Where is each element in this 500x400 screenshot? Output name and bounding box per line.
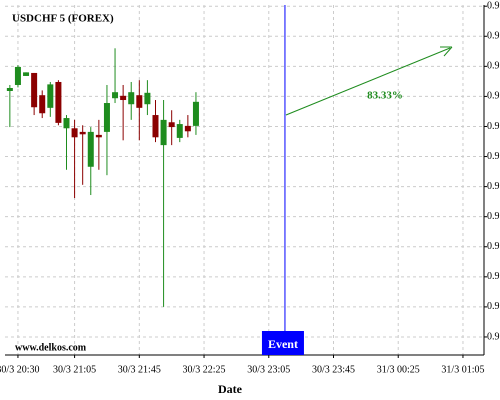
candle-body bbox=[192, 101, 199, 126]
chart-title: USDCHF 5 (FOREX) bbox=[12, 13, 114, 25]
x-tick-label: 30/3 22:25 bbox=[183, 364, 226, 375]
forecast-arrowhead bbox=[440, 46, 453, 57]
candle-body bbox=[23, 72, 30, 76]
candle-body bbox=[176, 124, 183, 138]
candle-body bbox=[55, 81, 62, 123]
candle-body bbox=[47, 84, 54, 108]
x-tick-label: 30/3 23:45 bbox=[312, 364, 355, 375]
candle-body bbox=[14, 66, 21, 85]
candle-body bbox=[79, 131, 86, 135]
grid bbox=[5, 5, 484, 355]
candle-body bbox=[6, 87, 13, 91]
y-tick-label: 0.9592 bbox=[487, 61, 500, 72]
y-tick-label: 0.9552 bbox=[487, 301, 500, 312]
candle-body bbox=[144, 92, 151, 105]
event-box bbox=[261, 331, 304, 355]
y-tick-label: 0.9587 bbox=[487, 91, 500, 102]
y-tick-label: 0.9567 bbox=[487, 211, 500, 222]
candle-body bbox=[87, 131, 94, 167]
y-tick-label: 0.9572 bbox=[487, 181, 500, 192]
candle-body bbox=[39, 95, 46, 114]
watermark: www.delkos.com bbox=[15, 342, 87, 353]
y-tick-label: 0.9602 bbox=[487, 0, 500, 11]
candle-body bbox=[168, 122, 175, 128]
forecast-arrow: 83.33% bbox=[285, 46, 453, 116]
candle-body bbox=[95, 134, 102, 138]
y-tick-label: 0.9547 bbox=[487, 331, 500, 342]
x-tick-label: 30/3 20:30 bbox=[0, 364, 39, 375]
x-tick-label: 30/3 21:05 bbox=[53, 364, 96, 375]
event-label: Event bbox=[268, 337, 298, 351]
x-tick-label: 31/3 01:05 bbox=[441, 364, 484, 375]
candle-body bbox=[31, 72, 38, 108]
x-tick-label: 31/3 00:25 bbox=[377, 364, 420, 375]
marks bbox=[6, 48, 199, 307]
y-tick-label: 0.9577 bbox=[487, 151, 500, 162]
y-tick-label: 0.9597 bbox=[487, 31, 500, 42]
y-tick-label: 0.9582 bbox=[487, 121, 500, 132]
y-tick-label: 0.9557 bbox=[487, 271, 500, 282]
candle-body bbox=[160, 119, 167, 146]
candle-body bbox=[136, 95, 143, 108]
y-tick-label: 0.9562 bbox=[487, 241, 500, 252]
candle-body bbox=[120, 95, 127, 101]
candle-body bbox=[152, 115, 159, 138]
x-axis-label: Date bbox=[218, 382, 243, 396]
forecast-label: 83.33% bbox=[367, 90, 403, 102]
x-tick-label: 30/3 21:45 bbox=[118, 364, 161, 375]
forecast-line bbox=[285, 47, 451, 116]
x-tick-label: 30/3 23:05 bbox=[247, 364, 290, 375]
candle-body bbox=[71, 128, 78, 138]
candle-body bbox=[103, 103, 110, 132]
candle-body bbox=[112, 92, 119, 99]
candle-body bbox=[184, 125, 191, 132]
candle-body bbox=[63, 118, 70, 129]
candle-body bbox=[128, 92, 135, 105]
